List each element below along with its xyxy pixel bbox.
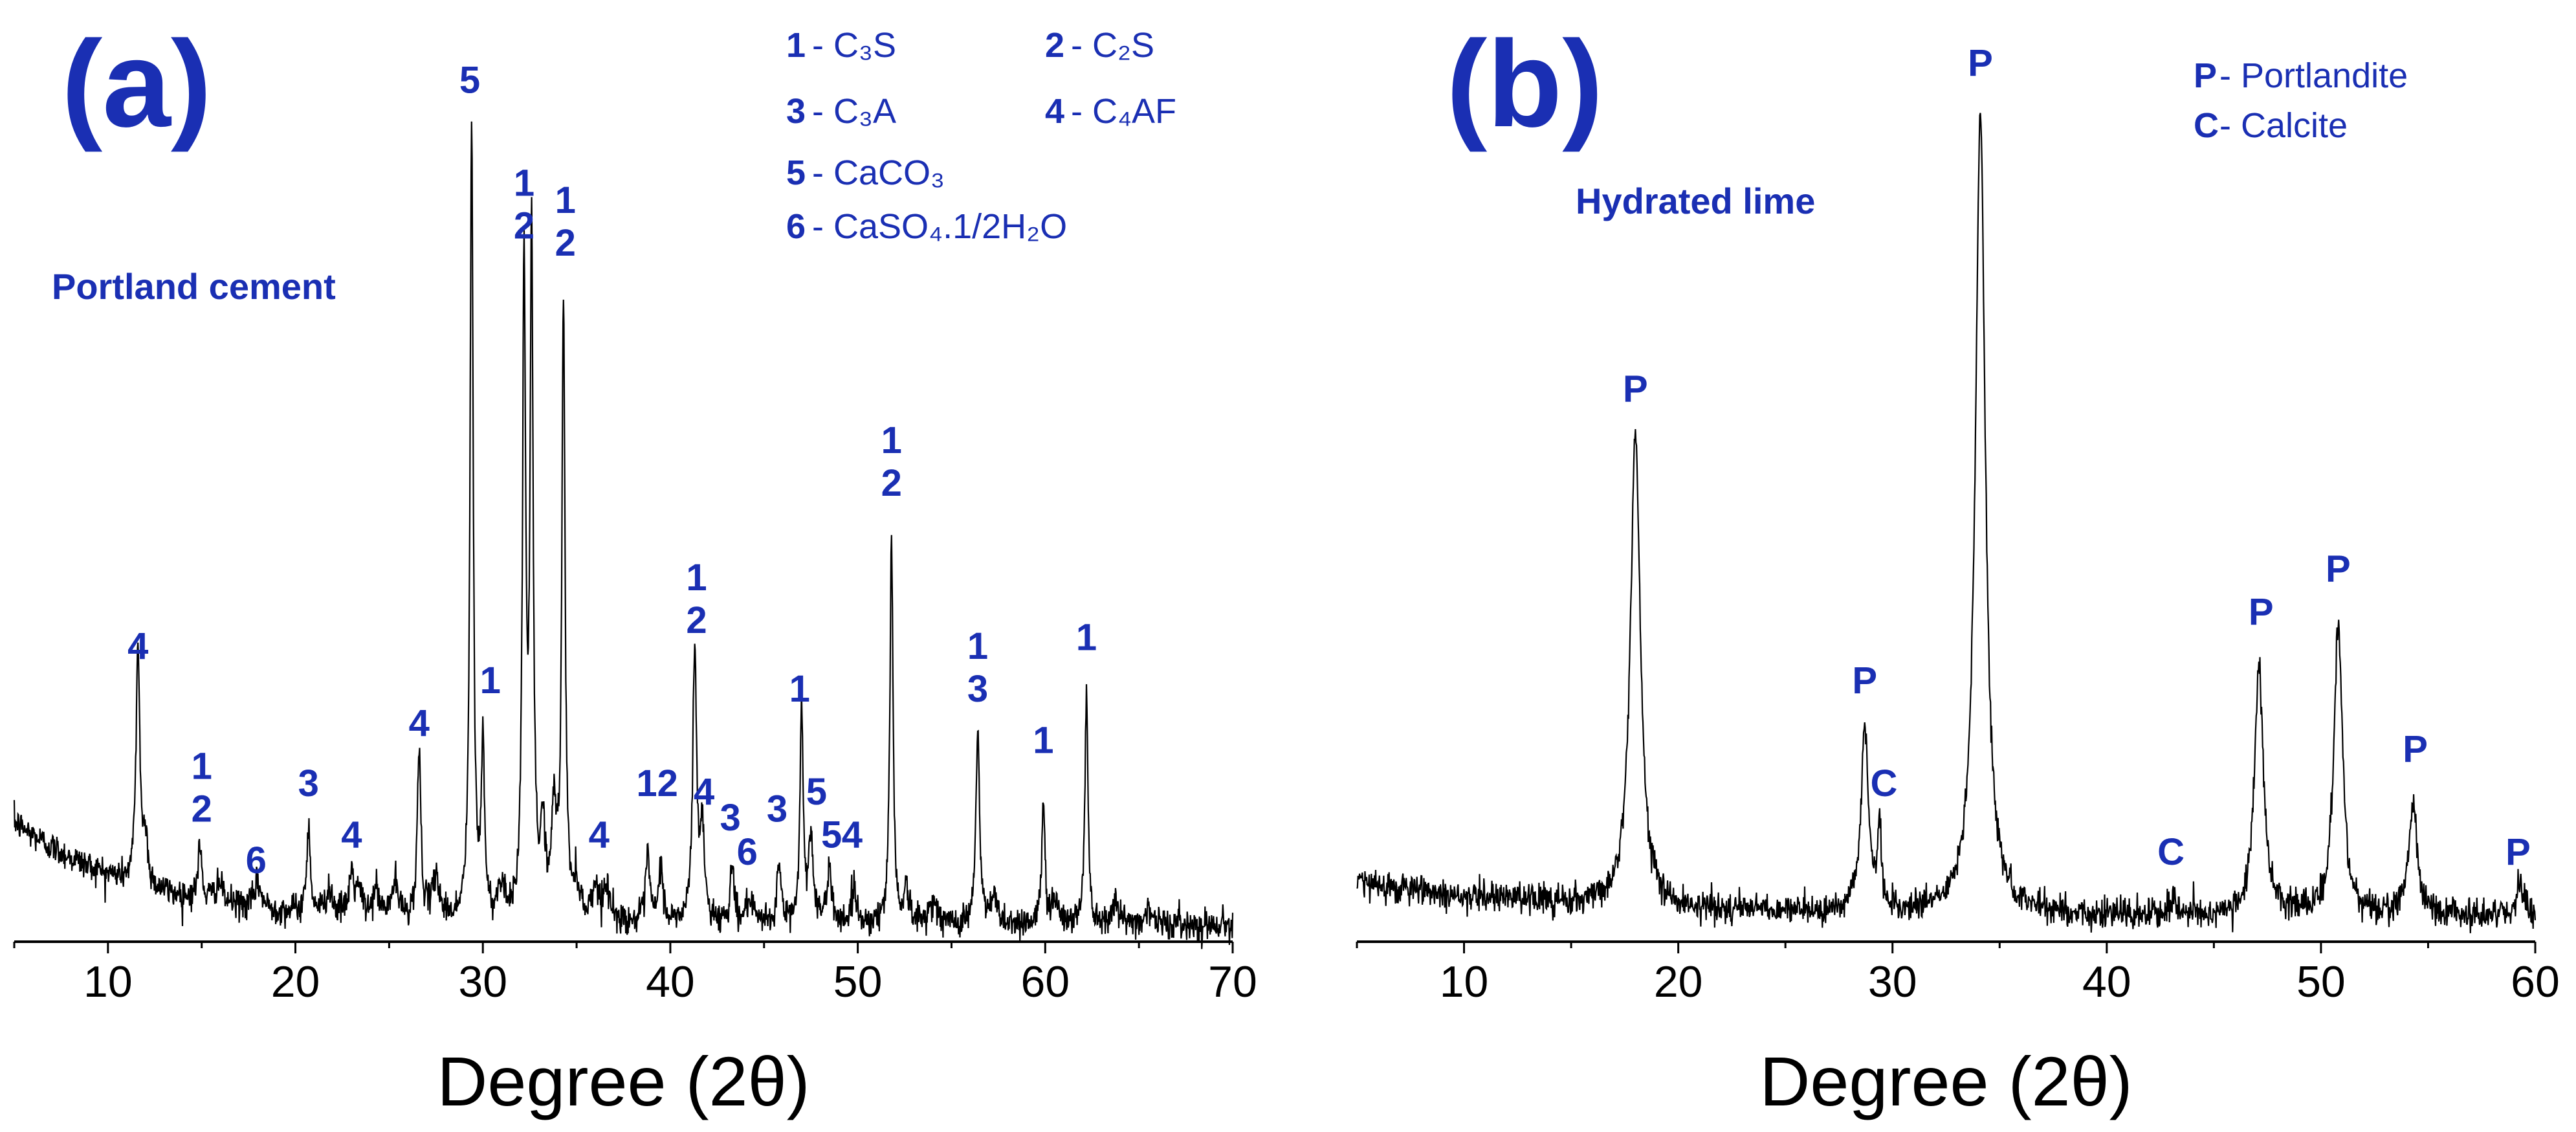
panel-label-b: (b)	[1446, 16, 1603, 153]
x-axis-title-a: Degree (2θ)	[437, 1042, 809, 1120]
peak-label: 6	[737, 831, 758, 873]
peak-label: 5	[459, 59, 480, 101]
sample-label-portland-cement: Portland cement	[52, 266, 336, 307]
xrd-pattern-portland-cement	[13, 121, 1234, 949]
peak-label: 1	[514, 162, 534, 204]
legend-label: - CaSO₄.1/2H₂O	[812, 207, 1067, 246]
x-tick-label: 10	[83, 957, 133, 1006]
sample-label-hydrated-lime: Hydrated lime	[1576, 181, 1815, 221]
x-tick-label: 10	[1440, 957, 1489, 1006]
peak-label: 4	[127, 625, 148, 667]
peak-label: P	[1968, 42, 1993, 84]
peak-label: 3	[767, 788, 787, 830]
peak-label: 1	[686, 557, 707, 599]
peak-label: 4	[409, 702, 430, 744]
x-tick-label: 20	[271, 957, 320, 1006]
peak-label: P	[1623, 368, 1648, 410]
x-tick-label: 30	[1868, 957, 1917, 1006]
peak-label: 2	[686, 599, 707, 641]
panel-label-a: (a)	[61, 16, 212, 153]
legend-label: - C₂S	[1071, 26, 1154, 65]
legend-label: - C₃S	[812, 26, 896, 65]
peak-label: 2	[514, 205, 534, 247]
legend-code: 3	[786, 92, 806, 131]
peak-label: 3	[720, 797, 740, 839]
x-tick-label: 50	[833, 957, 883, 1006]
x-tick-label: 50	[2296, 957, 2346, 1006]
x-ticks-b: 10 20 30 40 50 60	[1356, 942, 2560, 1006]
peak-label: C	[1871, 762, 1898, 805]
legend-label: - Portlandite	[2219, 56, 2408, 95]
x-axis-title-b: Degree (2θ)	[1759, 1042, 2132, 1120]
peak-label: P	[2505, 831, 2531, 873]
peak-label: 1	[967, 625, 988, 667]
peak-label: C	[2157, 831, 2185, 873]
peak-label: 5	[806, 771, 827, 813]
legend-code: 1	[786, 26, 806, 65]
peak-label: P	[2403, 728, 2428, 770]
peak-label: P	[2249, 591, 2274, 633]
peak-label: 4	[341, 814, 362, 856]
peak-label: 12	[636, 762, 678, 805]
x-tick-label: 30	[458, 957, 507, 1006]
peak-label: 5	[821, 814, 842, 856]
peak-label: 2	[192, 788, 212, 830]
peak-label: 4	[694, 771, 714, 813]
x-tick-label: 60	[2511, 957, 2560, 1006]
peak-label: 1	[480, 660, 501, 702]
x-tick-label: 40	[646, 957, 695, 1006]
xrd-pattern-hydrated-lime	[1356, 113, 2537, 933]
peak-label: 3	[967, 668, 988, 710]
peak-label: 1	[192, 745, 212, 787]
peak-label: 4	[842, 814, 863, 856]
legend-code: C	[2194, 106, 2219, 145]
peak-label: 6	[246, 839, 267, 882]
x-ticks-a: 10 20 30 40 50 60 70	[13, 942, 1257, 1006]
legend-label: - CaCO₃	[812, 153, 945, 192]
legend-code: 5	[786, 153, 806, 192]
x-tick-label: 40	[2082, 957, 2131, 1006]
legend-label: - C₃A	[812, 92, 896, 131]
x-tick-label: 70	[1208, 957, 1257, 1006]
peak-label: 3	[298, 762, 319, 805]
legend-label: - Calcite	[2219, 106, 2348, 145]
legend-label: - C₄AF	[1071, 92, 1176, 131]
legend-code: P	[2194, 56, 2217, 95]
peak-label: 2	[881, 462, 902, 504]
peak-label: 1	[1076, 617, 1097, 659]
peak-label: 1	[1033, 720, 1053, 762]
peak-label: P	[1852, 660, 1877, 702]
peak-label: 4	[589, 814, 610, 856]
peak-label: 1	[789, 668, 810, 710]
x-tick-label: 60	[1020, 957, 1070, 1006]
peak-label: 1	[881, 419, 902, 461]
legend-code: 6	[786, 207, 806, 246]
peak-label: 2	[555, 222, 576, 264]
legend-code: 4	[1045, 92, 1064, 131]
peak-label: P	[2326, 548, 2351, 590]
peak-label: 1	[555, 179, 576, 221]
x-tick-label: 20	[1654, 957, 1703, 1006]
legend-code: 2	[1045, 26, 1064, 65]
